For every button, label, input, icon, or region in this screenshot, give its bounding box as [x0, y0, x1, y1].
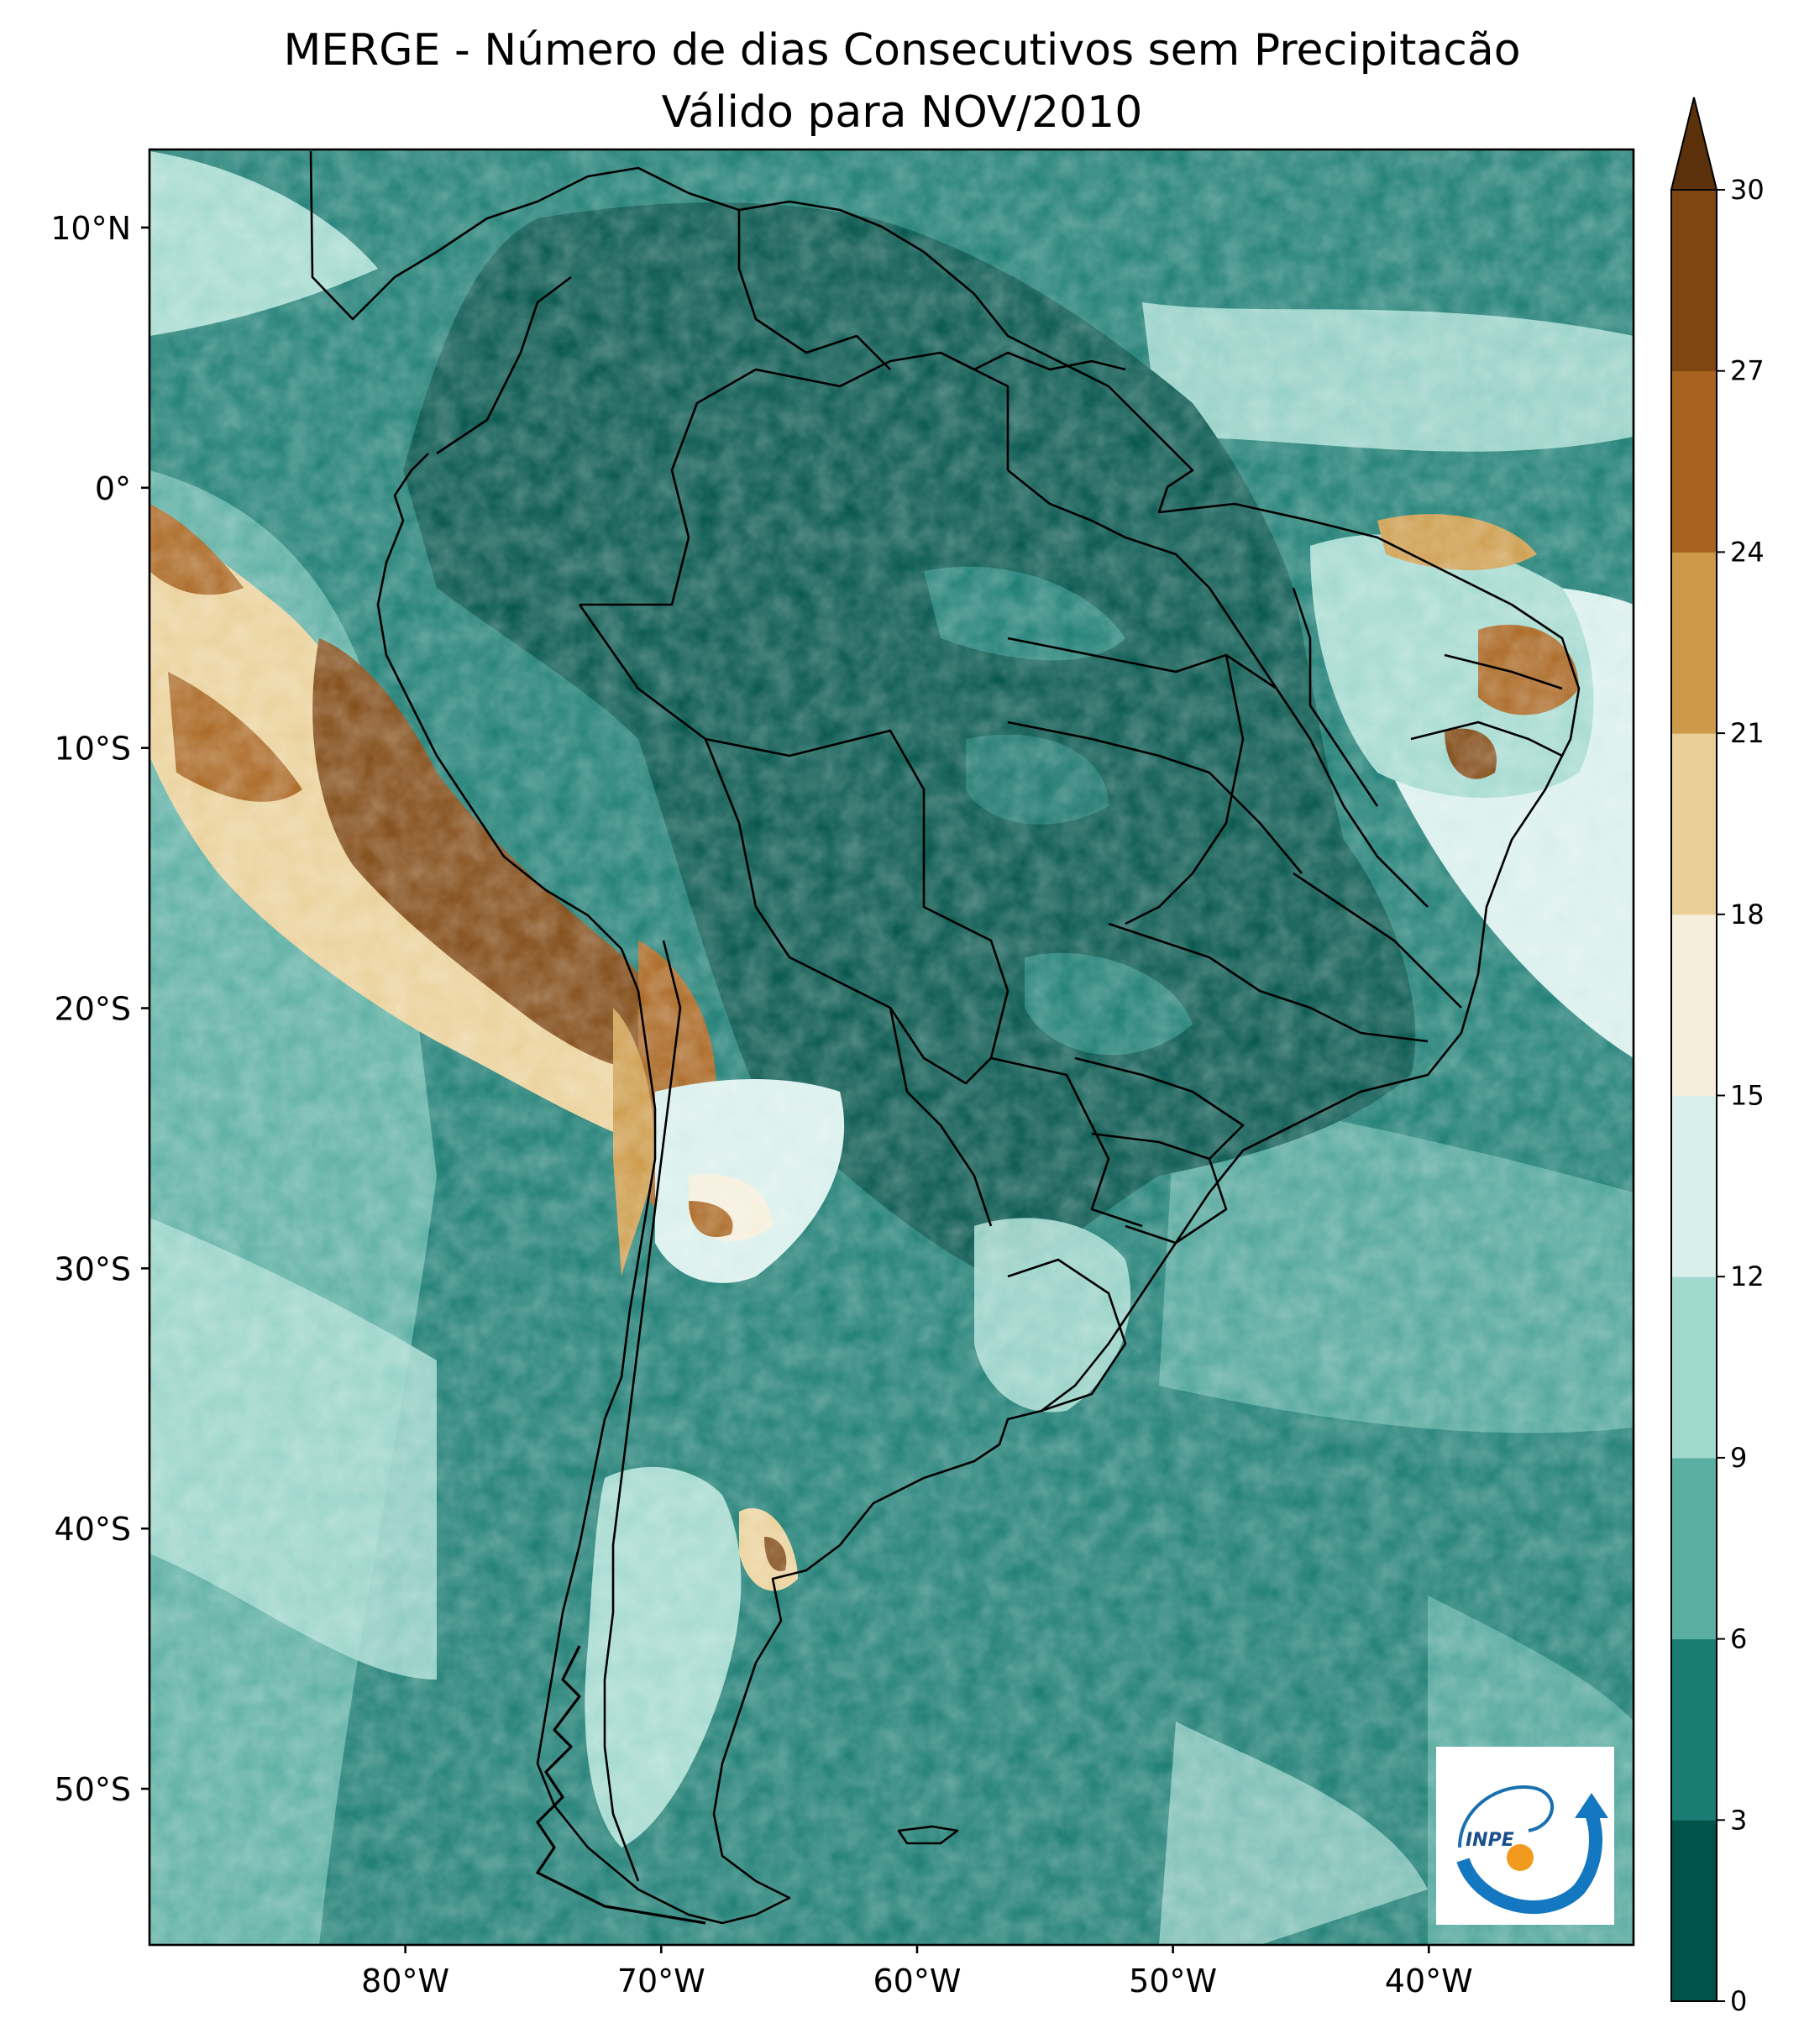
- lon-tick-label: 50°W: [1129, 1963, 1217, 1999]
- colorbar-bin: [1671, 370, 1717, 553]
- colorbar-bin: [1671, 552, 1717, 734]
- lon-tick-label: 60°W: [873, 1963, 961, 1999]
- lat-tick-label: 30°S: [55, 1250, 131, 1287]
- map-title: MERGE - Número de dias Consecutivos sem …: [283, 25, 1521, 76]
- lat-tick-label: 50°S: [55, 1771, 131, 1808]
- colorbar-bin: [1671, 1457, 1717, 1640]
- colorbar-bin: [1671, 190, 1717, 372]
- inpe-logo-text: INPE: [1466, 1830, 1514, 1851]
- map-frame: [148, 148, 1635, 1947]
- lat-tick-label: 0°: [95, 470, 131, 507]
- colorbar-bin: [1671, 1095, 1717, 1277]
- colorbar-bin: [1671, 1276, 1717, 1459]
- axes: 10°N 0° 10°S 20°S 30°S 40°S 50°S 80°W 70°W 60°W 50…: [50, 210, 1473, 1999]
- map-subtitle: Válido para NOV/2010: [661, 87, 1143, 138]
- colorbar: 0 3 6 9 12 15 18 21 24 27 30: [1670, 97, 1765, 2017]
- lat-tick-label: 20°S: [55, 991, 131, 1028]
- colorbar-tick-label: 0: [1730, 1985, 1747, 2017]
- colorbar-tick-label: 27: [1730, 355, 1765, 387]
- lat-tick-label: 10°S: [55, 731, 131, 768]
- colorbar-bin: [1671, 1638, 1717, 1821]
- colorbar-tick-label: 18: [1730, 899, 1765, 930]
- colorbar-tick-label: 15: [1730, 1080, 1765, 1112]
- lon-tick-label: 70°W: [617, 1963, 705, 1999]
- colorbar-bin: [1671, 1820, 1717, 2002]
- precipitation-map: [149, 149, 1634, 1945]
- lon-tick-label: 80°W: [361, 1963, 449, 1999]
- colorbar-tick-label: 6: [1730, 1623, 1747, 1655]
- colorbar-tick-label: 21: [1730, 717, 1765, 749]
- colorbar-extend-arrow: [1670, 97, 1718, 191]
- lat-tick-label: 10°N: [50, 210, 131, 247]
- colorbar-tick-label: 3: [1730, 1804, 1747, 1836]
- colorbar-bin: [1671, 914, 1717, 1096]
- country-borders: [309, 150, 1581, 1925]
- lat-tick-label: 40°S: [55, 1511, 131, 1548]
- colorbar-tick-label: 24: [1730, 536, 1765, 568]
- colorbar-bin: [1671, 733, 1717, 915]
- lon-tick-label: 40°W: [1385, 1963, 1473, 1999]
- colorbar-tick-label: 9: [1730, 1442, 1747, 1474]
- colorbar-tick-label: 12: [1730, 1260, 1765, 1292]
- inpe-logo: INPE: [1436, 1747, 1614, 1925]
- colorbar-tick-label: 30: [1730, 174, 1765, 206]
